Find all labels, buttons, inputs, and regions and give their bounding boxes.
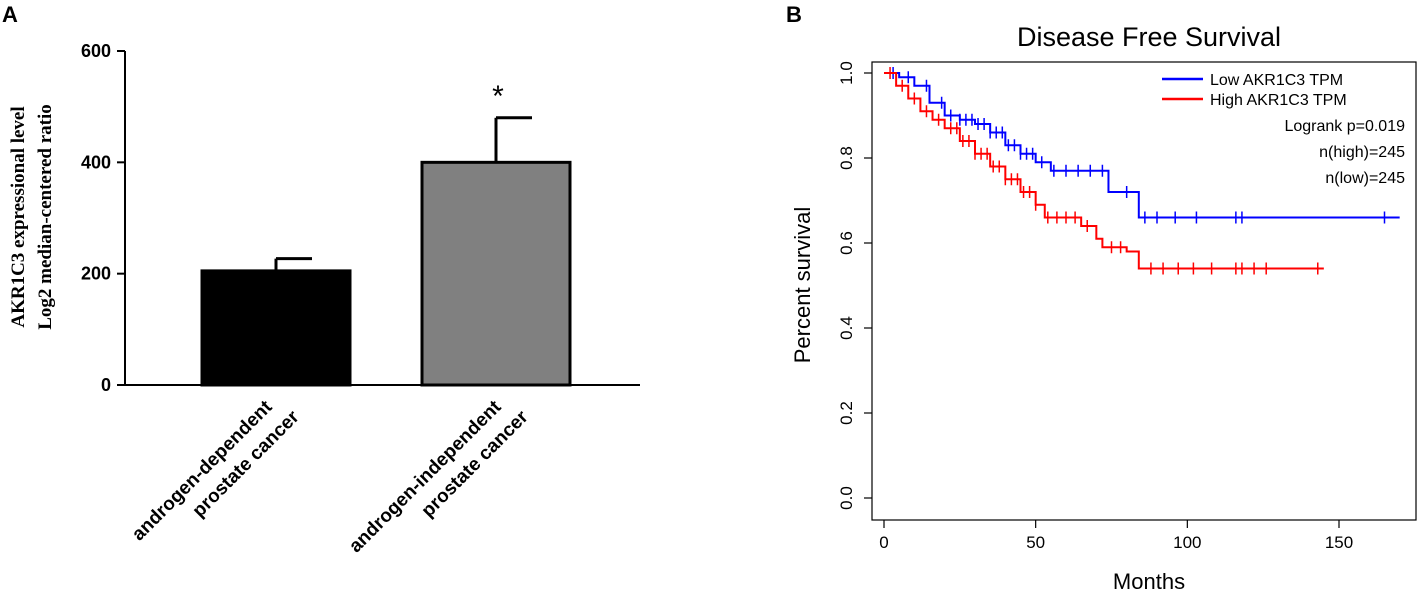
- category-label-2-line1: androgen-independent: [345, 396, 506, 557]
- panel-a-ytick-label: 400: [81, 152, 111, 172]
- panel-b-xtick-label: 100: [1173, 533, 1201, 552]
- panel-b-ytick-label: 0.4: [837, 316, 856, 340]
- panel-a-ytick-label: 600: [81, 41, 111, 61]
- legend-label-high: High AKR1C3 TPM: [1210, 92, 1347, 109]
- panel-a-letter: A: [2, 2, 18, 27]
- panel-b-xlabel: Months: [1113, 569, 1185, 594]
- panel-b-ytick-label: 0.6: [837, 231, 856, 255]
- panel-b-ytick-label: 0.0: [837, 486, 856, 510]
- panel-b-plot-box: [871, 61, 1417, 521]
- category-label-1-line1: androgen-dependent: [128, 396, 277, 545]
- panel-b-letter: B: [786, 2, 802, 27]
- panel-b-title: Disease Free Survival: [1017, 22, 1281, 52]
- panel-b: B Disease Free Survival 0 50 100 1500.00.20…: [786, 2, 1417, 594]
- panel-b-ylabel: Percent survival: [790, 207, 815, 364]
- annotation-n-high: n(high)=245: [1319, 144, 1405, 161]
- bar: [420, 160, 572, 387]
- panel-a-category-labels: androgen-dependent prostate cancer andro…: [128, 396, 533, 557]
- significance-marker: *: [492, 80, 504, 113]
- panel-b-legend: Low AKR1C3 TPM High AKR1C3 TPM Logrank p…: [1162, 72, 1405, 187]
- panel-a-ytick-label: 0: [101, 375, 111, 395]
- panel-a-ylabel-line1: AKR1C3 expressional level: [8, 106, 29, 327]
- km-curve-high: [884, 72, 1324, 270]
- panel-b-xtick-label: 50: [1026, 533, 1045, 552]
- bar: [200, 269, 352, 387]
- panel-a-ytick-label: 200: [81, 264, 111, 284]
- legend-label-low: Low AKR1C3 TPM: [1210, 72, 1343, 89]
- panel-b-ytick-label: 0.8: [837, 146, 856, 170]
- annotation-n-low: n(low)=245: [1325, 170, 1405, 187]
- panel-a: A 0 200 400 600 AKR1C3 expressional level L…: [2, 2, 640, 557]
- annotation-logrank: Logrank p=0.019: [1284, 118, 1405, 135]
- panel-b-axes: 0 50 100 150 0.0 0.2 0.4 0.6 0.8 1.0: [837, 61, 1417, 552]
- panel-b-ytick-label: 1.0: [837, 61, 856, 85]
- panel-b-curves: [884, 67, 1400, 275]
- panel-b-xtick-label: 150: [1325, 533, 1353, 552]
- panel-a-bars: *: [200, 80, 572, 387]
- panel-b-ytick-label: 0.2: [837, 401, 856, 425]
- panel-b-xtick-label: 0: [879, 533, 888, 552]
- panel-a-ylabel-line2: Log2 median-centered ratio: [35, 104, 56, 330]
